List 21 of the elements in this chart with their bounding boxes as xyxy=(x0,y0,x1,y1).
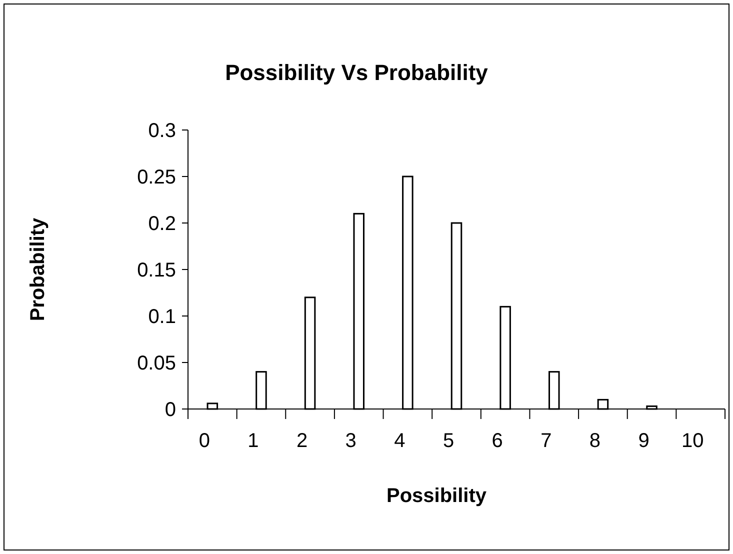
x-tick-label: 0 xyxy=(198,430,210,452)
x-tick-label: 8 xyxy=(589,430,601,452)
x-tick-label: 7 xyxy=(540,430,552,452)
y-tick-label: 0.25 xyxy=(137,166,176,188)
y-axis-title: Probability xyxy=(27,216,49,322)
y-tick-label: 0 xyxy=(164,399,176,421)
y-tick-label: 0.1 xyxy=(148,306,176,328)
x-tick-label: 2 xyxy=(296,430,308,452)
y-tick-label: 0.2 xyxy=(148,213,176,235)
y-tick-label: 0.05 xyxy=(137,352,176,374)
x-axis-title: Possibility xyxy=(386,485,488,507)
y-tick-label: 0.15 xyxy=(137,260,176,282)
chart-title: Possibility Vs Probability xyxy=(225,60,489,85)
y-tick-label: 0.3 xyxy=(148,120,176,142)
x-tick-label: 10 xyxy=(681,430,704,452)
x-tick-label: 1 xyxy=(248,430,259,452)
x-tick-label: 6 xyxy=(492,430,503,452)
x-tick-label: 9 xyxy=(638,430,650,452)
x-tick-label: 4 xyxy=(394,430,406,452)
x-tick-label: 3 xyxy=(345,430,356,452)
x-tick-label: 5 xyxy=(442,430,454,452)
